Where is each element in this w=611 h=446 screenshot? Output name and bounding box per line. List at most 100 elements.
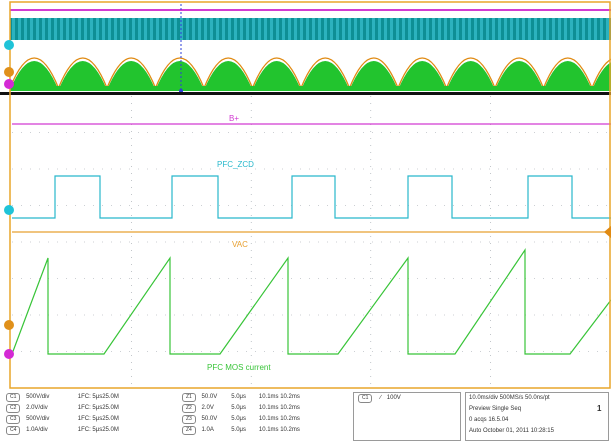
ch4-readout[interactable]: C4 1.0A/div 1FC: 5μs25.0M: [6, 425, 119, 435]
cyan-ripple-stripe: [498, 18, 501, 40]
overview-pane: [9, 2, 611, 93]
cyan-ripple-stripe: [372, 18, 375, 40]
top-green-humps: [9, 57, 611, 91]
cyan-ripple-stripe: [54, 18, 57, 40]
z2-badge[interactable]: Z2: [182, 403, 196, 413]
ch2-marker-top[interactable]: [4, 40, 14, 50]
z4-badge[interactable]: Z4: [182, 425, 196, 435]
cyan-ripple-stripe: [408, 18, 411, 40]
orange-hump: [251, 57, 302, 89]
green-hump: [446, 61, 495, 90]
cyan-ripple-stripe: [162, 18, 165, 40]
cyan-ripple-stripe: [12, 18, 15, 40]
cyan-ripple-stripe: [552, 18, 555, 40]
ch2-marker[interactable]: [4, 205, 14, 215]
ch1-badge[interactable]: C1: [6, 392, 21, 402]
z3-span: 10.1ms 10.2ms: [258, 416, 300, 422]
z2-value: 2.0V: [201, 405, 214, 411]
ch2-readout[interactable]: C2 2.0V/div 1FC: 5μs25.0M: [6, 403, 119, 413]
pfc-zcd-label: PFC_ZCD: [217, 160, 254, 169]
cyan-ripple-stripe: [546, 18, 549, 40]
trigger-box[interactable]: C1 ∕ 100V: [353, 392, 461, 441]
acquisition-box[interactable]: 10.0ms/div 500MS/s 50.0ns/pt Preview Sin…: [465, 392, 609, 441]
bplus-label: B+: [229, 114, 240, 123]
z3-readout[interactable]: Z3 50.0V 5.0μs 10.1ms 10.2ms: [182, 414, 300, 424]
cyan-ripple-stripe: [600, 18, 603, 40]
orange-hump: [542, 57, 593, 89]
channel-markers: [4, 40, 14, 359]
cyan-ripple-stripe: [378, 18, 381, 40]
top-cyan-trace: [10, 18, 611, 40]
orange-hump: [445, 57, 496, 89]
cyan-ripple-stripe: [258, 18, 261, 40]
z2-readout[interactable]: Z2 2.0V 5.0μs 10.1ms 10.2ms: [182, 403, 300, 413]
cyan-ripple-stripe: [270, 18, 273, 40]
cyan-ripple-stripe: [456, 18, 459, 40]
ch1-readout[interactable]: C1 500V/div 1FC: 5μs25.0M: [6, 392, 119, 402]
screen-grid: [12, 96, 610, 388]
cyan-ripple-stripe: [522, 18, 525, 40]
cyan-ripple-stripe: [114, 18, 117, 40]
cyan-ripple-stripe: [96, 18, 99, 40]
acq-count: 0 acqs 16.5.04: [469, 417, 509, 423]
cyan-ripple-stripe: [474, 18, 477, 40]
pfc-mos-current-label: PFC MOS current: [207, 363, 271, 372]
cyan-ripple-stripe: [462, 18, 465, 40]
ch1-marker-top[interactable]: [4, 79, 14, 89]
z1-readout[interactable]: Z1 50.0V 5.0μs 10.1ms 10.2ms: [182, 392, 300, 402]
cyan-ripple-stripe: [510, 18, 513, 40]
ch1-timebase: 1FC: 5μs25.0M: [77, 394, 119, 400]
ch2-badge[interactable]: C2: [6, 403, 21, 413]
trigger-source-badge[interactable]: C1: [358, 393, 373, 403]
cyan-ripple-stripe: [294, 18, 297, 40]
ch4-badge[interactable]: C4: [6, 425, 21, 435]
orange-hump: [203, 57, 254, 89]
ch1-marker[interactable]: [4, 349, 14, 359]
cyan-ripple-stripe: [480, 18, 483, 40]
cyan-ripple-stripe: [126, 18, 129, 40]
cyan-ripple-stripe: [414, 18, 417, 40]
cyan-ripple-stripe: [432, 18, 435, 40]
orange-hump: [348, 57, 399, 89]
green-hump: [398, 61, 447, 90]
trigger-readout: C1 ∕ 100V: [358, 393, 401, 403]
z4-readout[interactable]: Z4 1.0A 5.0μs 10.1ms 10.2ms: [182, 425, 300, 435]
cyan-ripple-stripe: [24, 18, 27, 40]
z4-time: 5.0μs: [231, 427, 246, 433]
cyan-ripple-stripe: [504, 18, 507, 40]
cyan-ripple-stripe: [312, 18, 315, 40]
green-hump: [155, 61, 204, 90]
orange-hump: [9, 57, 60, 89]
ch3-marker[interactable]: [4, 320, 14, 330]
top-cyan-ripple: [12, 18, 609, 40]
cyan-ripple-stripe: [486, 18, 489, 40]
orange-hump: [154, 57, 205, 89]
z3-badge[interactable]: Z3: [182, 414, 196, 424]
ch3-badge[interactable]: C3: [6, 414, 21, 424]
ch3-marker-top[interactable]: [4, 67, 14, 77]
cyan-ripple-stripe: [288, 18, 291, 40]
cyan-ripple-stripe: [570, 18, 573, 40]
z1-time: 5.0μs: [231, 394, 246, 400]
orange-hump: [106, 57, 157, 89]
green-hump-base: [10, 86, 611, 91]
cyan-ripple-stripe: [48, 18, 51, 40]
orange-hump: [57, 57, 108, 89]
ch3-timebase: 1FC: 5μs25.0M: [77, 416, 119, 422]
cyan-ripple-stripe: [366, 18, 369, 40]
cyan-ripple-stripe: [198, 18, 201, 40]
ch3-readout[interactable]: C3 500V/div 1FC: 5μs25.0M: [6, 414, 119, 424]
z1-span: 10.1ms 10.2ms: [258, 394, 300, 400]
cyan-ripple-stripe: [138, 18, 141, 40]
cyan-ripple-stripe: [384, 18, 387, 40]
cyan-ripple-stripe: [132, 18, 135, 40]
cyan-ripple-stripe: [168, 18, 171, 40]
z1-badge[interactable]: Z1: [182, 392, 196, 402]
cyan-ripple-stripe: [534, 18, 537, 40]
orange-hump: [494, 57, 545, 89]
cyan-ripple-stripe: [36, 18, 39, 40]
cyan-ripple-stripe: [216, 18, 219, 40]
vac-offset-marker[interactable]: [604, 226, 611, 238]
cyan-ripple-stripe: [558, 18, 561, 40]
